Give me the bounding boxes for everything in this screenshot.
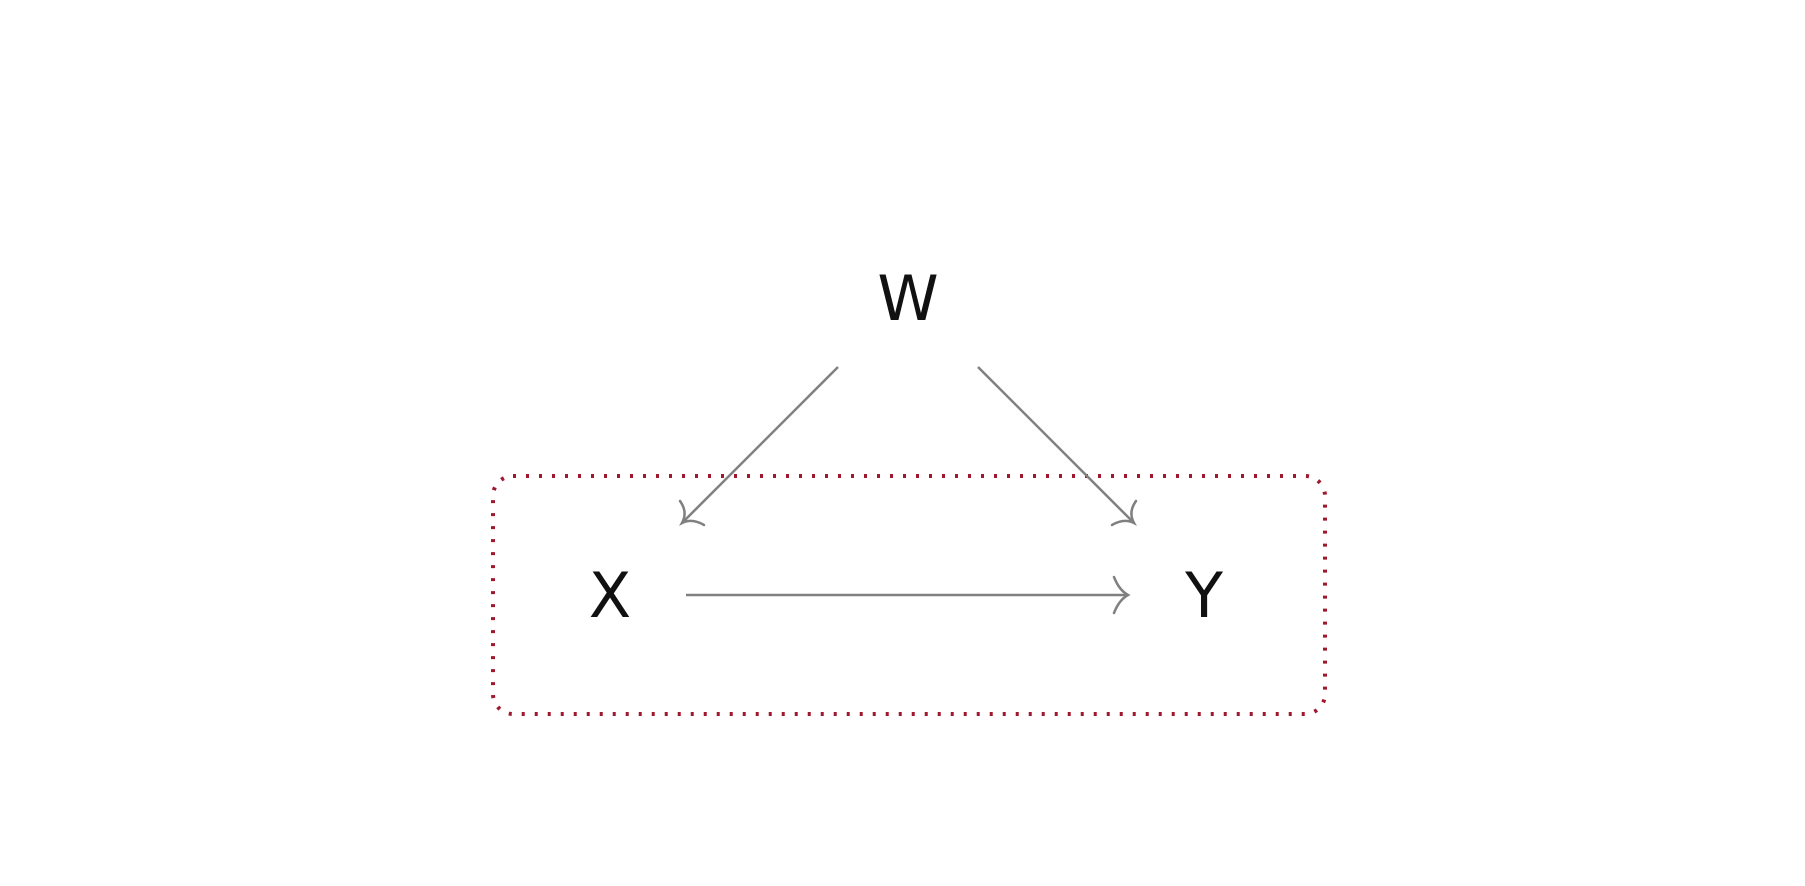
edge-w-to-x-line [681,366,839,524]
edge-w-to-y-line [977,366,1135,524]
edge-w-to-x [678,366,839,527]
edge-w-to-x-arrowhead [678,499,706,527]
edge-x-to-y-arrowhead [1112,575,1131,615]
edge-w-to-y [977,366,1138,527]
node-y-label: Y [1184,559,1223,632]
edge-x-to-y [686,575,1131,615]
node-x-label: X [589,559,631,632]
edge-w-to-y-arrowhead [1110,499,1138,527]
node-w-label: W [877,262,938,335]
